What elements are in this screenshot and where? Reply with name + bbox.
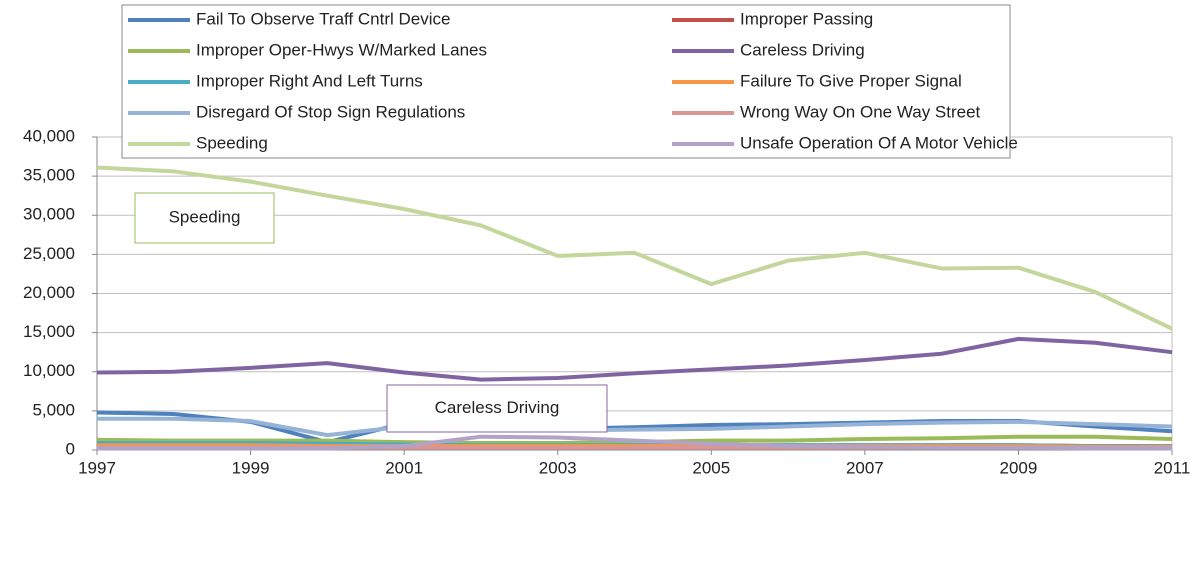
y-tick-label: 25,000	[23, 244, 75, 263]
y-tick-label: 15,000	[23, 322, 75, 341]
legend-label: Speeding	[196, 133, 268, 152]
y-tick-label: 5,000	[32, 400, 75, 419]
legend-label: Disregard Of Stop Sign Regulations	[196, 102, 465, 121]
legend-label: Failure To Give Proper Signal	[740, 71, 962, 90]
y-tick-label: 40,000	[23, 126, 75, 145]
annotation-box	[134, 192, 275, 244]
y-tick-label: 0	[66, 439, 75, 458]
legend-label: Fail To Observe Traff Cntrl Device	[196, 9, 450, 28]
y-tick-label: 10,000	[23, 361, 75, 380]
legend-label: Improper Passing	[740, 9, 873, 28]
y-tick-label: 20,000	[23, 283, 75, 302]
legend-label: Wrong Way On One Way Street	[740, 102, 981, 121]
legend-label: Improper Oper-Hwys W/Marked Lanes	[196, 40, 487, 59]
series-line	[97, 416, 1173, 438]
series-line	[96, 165, 1173, 331]
annotation: Careless Driving	[435, 398, 560, 417]
x-tick-label: 1997	[78, 458, 116, 477]
x-tick-label: 2001	[385, 458, 423, 477]
legend-label: Improper Right And Left Turns	[196, 71, 423, 90]
annotation: Speeding	[169, 207, 241, 226]
legend-label: Careless Driving	[740, 40, 865, 59]
legend-box	[121, 4, 1011, 159]
x-tick-label: 2003	[539, 458, 577, 477]
x-tick-label: 2005	[692, 458, 730, 477]
x-tick-label: 2009	[1000, 458, 1038, 477]
annotation-box	[386, 384, 608, 433]
x-tick-label: 2007	[846, 458, 884, 477]
legend-label: Unsafe Operation Of A Motor Vehicle	[740, 133, 1018, 152]
series-line	[96, 336, 1173, 382]
series-line	[97, 434, 1172, 451]
y-tick-label: 30,000	[23, 205, 75, 224]
x-tick-label: 1999	[232, 458, 270, 477]
y-tick-label: 35,000	[23, 166, 75, 185]
x-tick-label: 2011	[1154, 458, 1191, 477]
